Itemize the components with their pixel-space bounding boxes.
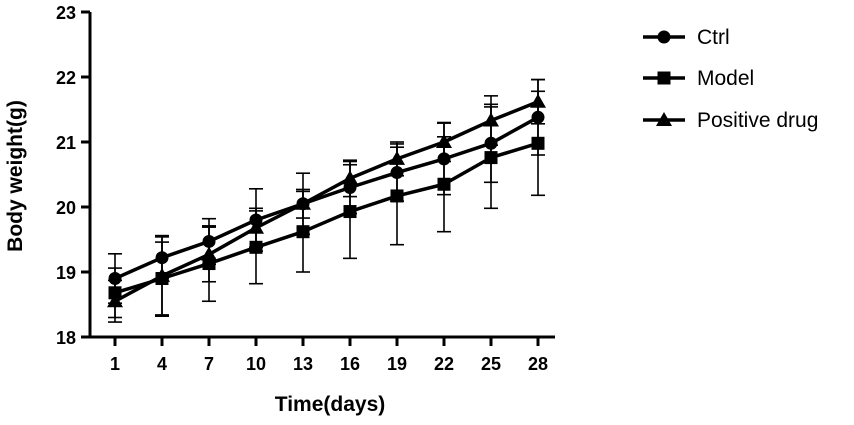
x-tick-label: 13 <box>293 354 313 374</box>
data-point-positive-drug <box>389 150 405 165</box>
y-tick-label: 20 <box>56 198 76 218</box>
legend-item-ctrl: Ctrl <box>643 26 730 49</box>
x-tick-label: 25 <box>481 354 501 374</box>
data-point-positive-drug <box>530 93 546 108</box>
y-axis-title: Body weight(g) <box>4 100 27 252</box>
data-point-model <box>437 177 451 191</box>
axes <box>88 12 555 339</box>
legend-item-positive-drug: Positive drug <box>643 109 818 132</box>
legend: Ctrl Model Positive drug <box>643 26 818 132</box>
y-tick-label: 19 <box>56 263 76 283</box>
data-point-positive-drug <box>436 134 452 148</box>
data-point-positive-drug <box>483 112 499 127</box>
series-line-ctrl <box>114 115 539 281</box>
x-axis-title: Time(days) <box>275 393 386 416</box>
y-ticks: 18 19 20 21 22 23 <box>56 3 90 348</box>
x-tick-label: 28 <box>528 354 548 374</box>
data-point-positive-drug <box>201 246 217 261</box>
y-tick-label: 23 <box>56 3 76 23</box>
y-tick-label: 18 <box>56 328 76 348</box>
legend-label: Ctrl <box>697 26 730 49</box>
x-tick-label: 1 <box>110 354 120 374</box>
series-line-model <box>114 141 539 295</box>
data-point-model <box>390 189 404 203</box>
data-point-model <box>531 136 545 150</box>
legend-marker-ctrl <box>657 30 671 44</box>
series-positive-drug <box>107 78 546 323</box>
x-tick-label: 7 <box>204 354 214 374</box>
legend-label: Positive drug <box>697 109 818 132</box>
legend-label: Model <box>697 67 754 90</box>
x-tick-label: 16 <box>340 354 360 374</box>
series-line-positive-drug <box>114 100 539 303</box>
data-point-model <box>296 225 310 239</box>
x-tick-label: 19 <box>387 354 407 374</box>
data-point-positive-drug <box>154 267 170 282</box>
data-point-positive-drug <box>248 219 264 234</box>
y-tick-label: 22 <box>56 68 76 88</box>
data-point-positive-drug <box>107 293 123 308</box>
data-point-model <box>484 151 498 165</box>
series-group <box>107 78 546 323</box>
legend-item-model: Model <box>643 67 754 90</box>
y-tick-label: 21 <box>56 133 76 153</box>
x-tick-label: 10 <box>246 354 266 374</box>
legend-marker-positive-drug <box>656 112 672 126</box>
data-point-positive-drug <box>342 170 358 185</box>
x-ticks: 1 4 7 10 13 16 19 22 25 28 <box>110 337 548 374</box>
legend-marker-model <box>657 71 671 85</box>
x-tick-label: 22 <box>434 354 454 374</box>
x-tick-label: 4 <box>157 354 167 374</box>
data-point-positive-drug <box>295 195 311 210</box>
data-point-model <box>343 205 357 219</box>
